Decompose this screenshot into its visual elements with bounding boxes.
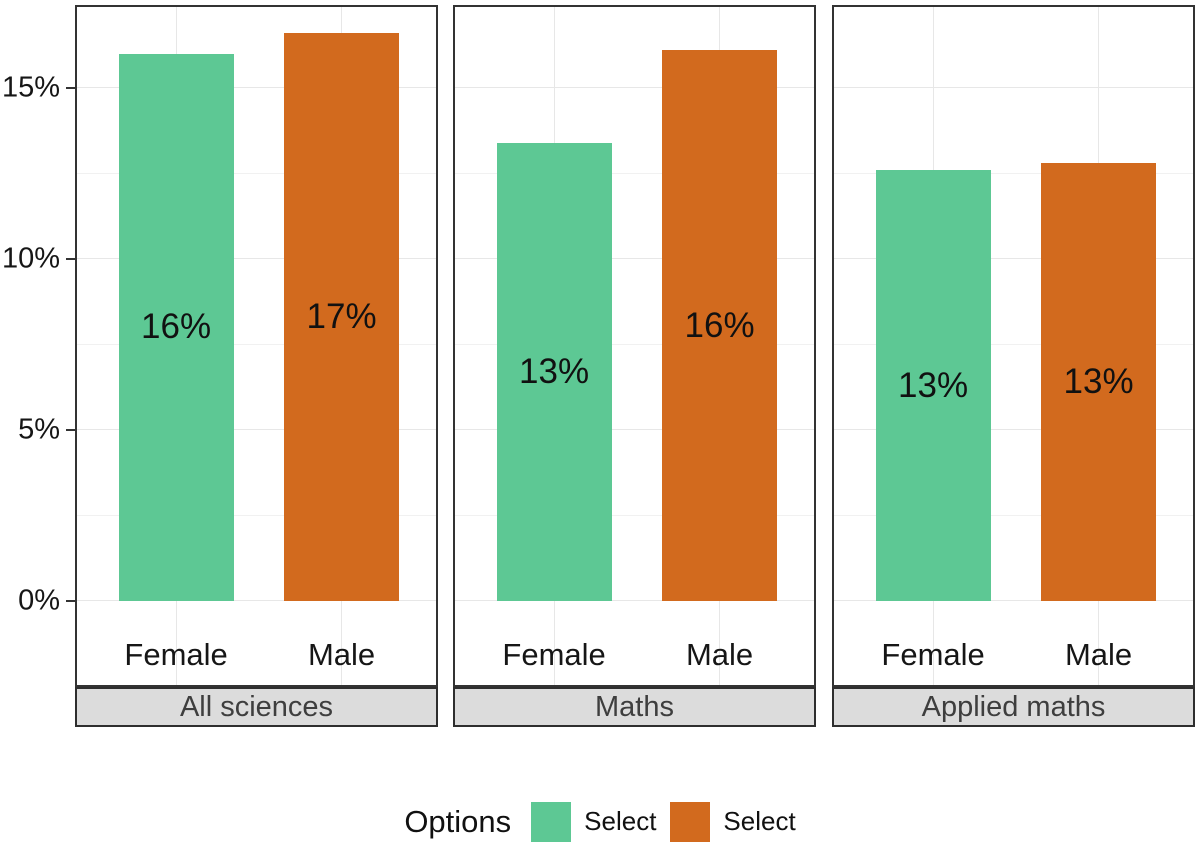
y-axis-tick-mark [66,600,75,602]
legend-title: Options [404,803,512,839]
plot-panel: 13% 16% Female Male [453,5,816,687]
bar-value-label: 16% [684,305,755,345]
bar-male: 17% [284,33,400,601]
y-axis-tick-mark [66,87,75,89]
major-gridline [834,87,1193,88]
facet-strip: Applied maths [832,687,1195,727]
y-axis-tick-mark [66,429,75,431]
bar-value-label: 13% [519,351,590,391]
plot-panel: 13% 13% Female Male [832,5,1195,687]
legend-swatch-orange [670,801,711,842]
x-axis-label-female: Female [881,637,985,672]
bar-value-label: 16% [141,307,212,347]
y-axis-tick-label: 15% [2,71,61,104]
facet-strip-label: Maths [595,690,674,723]
facet-panel-maths: 13% 16% Female Male Maths [453,5,816,727]
y-axis-tick-label: 0% [18,584,60,617]
bar-value-label: 17% [306,297,377,337]
x-axis-label-female: Female [124,637,228,672]
facet-strip: All sciences [75,687,438,727]
x-axis-label-male: Male [685,637,754,672]
legend-item-male: Select [670,801,796,842]
legend-item-female: Select [531,801,657,842]
x-axis-label-male: Male [307,637,376,672]
bar-female: 13% [496,142,612,601]
plot-panel: 16% 17% Female Male [75,5,438,687]
facet-strip: Maths [453,687,816,727]
legend-item-label: Select [723,806,796,836]
bar-male: 16% [662,50,778,601]
facet-strip-label: Applied maths [921,690,1106,723]
legend-item-label: Select [584,806,657,836]
y-axis-tick-mark [66,258,75,260]
legend: Options Select Select [0,797,1200,846]
y-axis-tick-label: 10% [2,242,61,275]
bar-female: 13% [875,170,991,601]
legend-swatch-green [531,801,572,842]
bar-value-label: 13% [898,365,969,405]
facet-panel-all-sciences: 16% 17% Female Male All sciences [75,5,438,727]
facet-panel-applied-maths: 13% 13% Female Male Applied maths [832,5,1195,727]
facet-strip-label: All sciences [179,690,334,723]
y-axis-tick-label: 5% [18,413,60,446]
bar-male: 13% [1041,163,1157,601]
bar-female: 16% [118,53,234,601]
bar-value-label: 13% [1063,362,1134,402]
x-axis-label-male: Male [1064,637,1133,672]
x-axis-label-female: Female [502,637,606,672]
